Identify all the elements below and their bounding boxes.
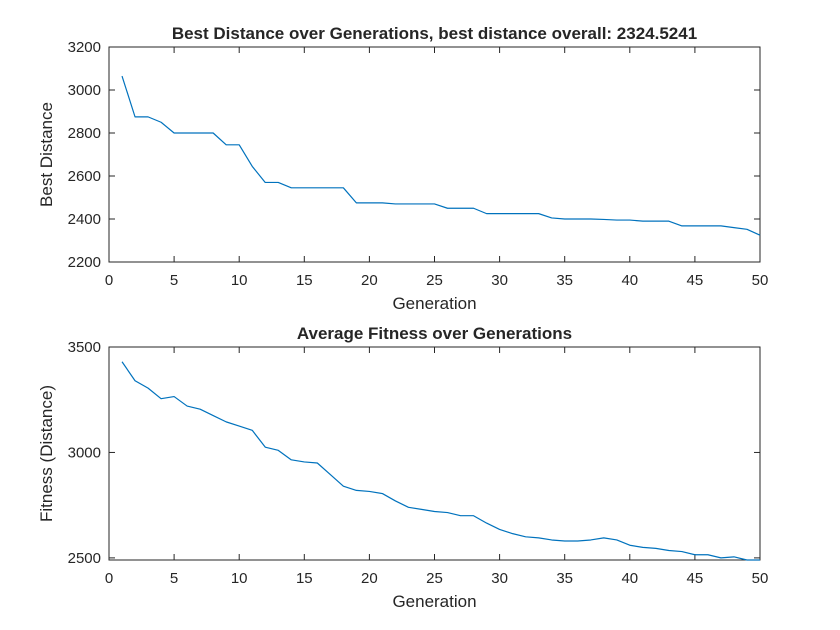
x-tick-label: 50 — [752, 272, 769, 289]
x-tick-label: 25 — [426, 272, 443, 289]
best-distance-plot: 0 5 10 15 20 25 30 35 40 45 50 2200 2400 2600 2800 3000… — [37, 24, 768, 313]
x-tick-label: 0 — [105, 272, 113, 289]
y-tick-label: 3500 — [68, 339, 101, 356]
x-tick-label: 5 — [170, 272, 178, 289]
y-tick-label: 2800 — [68, 125, 101, 142]
x-tick-label: 35 — [556, 570, 573, 587]
x-tick-label: 30 — [491, 272, 508, 289]
series-line — [121, 361, 760, 561]
x-tick-label: 5 — [170, 570, 178, 587]
y-axis-label: Fitness (Distance) — [37, 385, 56, 522]
x-tick-label: 45 — [687, 272, 704, 289]
x-tick-label: 40 — [621, 570, 638, 587]
y-tick-label: 2400 — [68, 211, 101, 228]
series-line — [121, 75, 761, 236]
x-tick-label: 0 — [105, 570, 113, 587]
y-tick-label: 3000 — [68, 444, 101, 461]
x-tick-label: 10 — [231, 272, 248, 289]
y-tick-label: 3200 — [68, 39, 101, 56]
x-tick-label: 25 — [426, 570, 443, 587]
y-tick-label: 2200 — [68, 254, 101, 271]
x-tick-label: 50 — [752, 570, 769, 587]
x-tick-label: 40 — [621, 272, 638, 289]
y-tick-label: 3000 — [68, 82, 101, 99]
chart-title: Average Fitness over Generations — [297, 324, 572, 343]
y-tick-label: 2600 — [68, 168, 101, 185]
x-tick-label: 15 — [296, 272, 313, 289]
chart-title: Best Distance over Generations, best dis… — [172, 24, 697, 43]
axes-box — [108, 46, 761, 263]
x-tick-label: 30 — [491, 570, 508, 587]
x-tick-label: 45 — [687, 570, 704, 587]
x-tick-label: 10 — [231, 570, 248, 587]
y-axis-label: Best Distance — [37, 102, 56, 207]
axes-box — [108, 346, 761, 561]
x-tick-label: 20 — [361, 570, 378, 587]
x-tick-label: 20 — [361, 272, 378, 289]
average-fitness-plot: 0 5 10 15 20 25 30 35 40 45 50 2500 3000 3500 Average … — [37, 324, 768, 611]
x-tick-label: 35 — [556, 272, 573, 289]
x-tick-label: 15 — [296, 570, 313, 587]
y-tick-label: 2500 — [68, 550, 101, 567]
x-axis-label: Generation — [392, 294, 476, 313]
x-axis-label: Generation — [392, 592, 476, 611]
